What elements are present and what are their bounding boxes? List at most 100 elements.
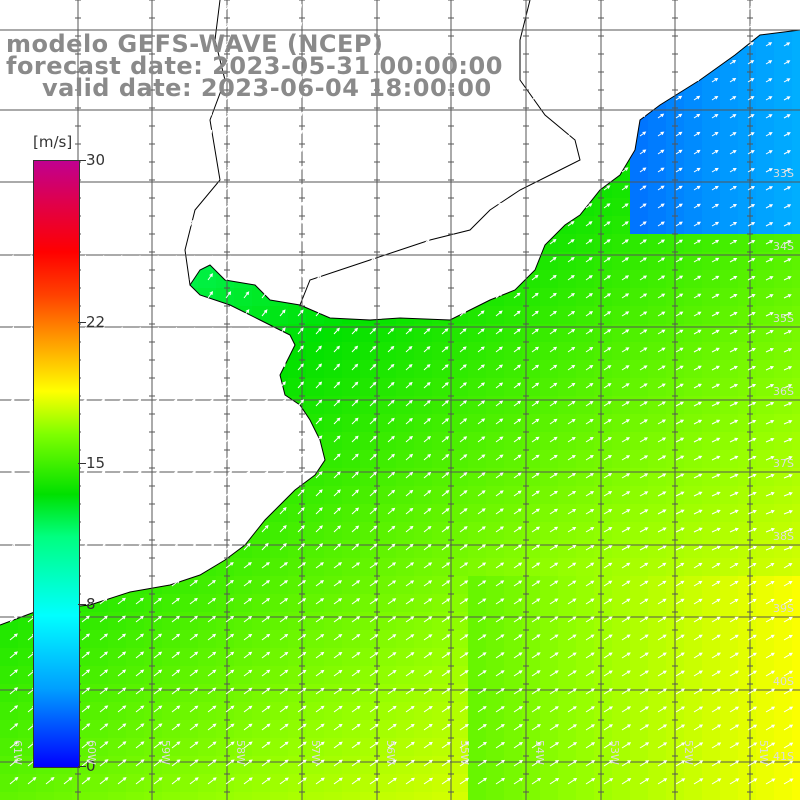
wind-arrow	[387, 345, 395, 353]
wind-arrow	[423, 562, 433, 569]
wind-arrow	[153, 218, 159, 227]
wind-arrow	[405, 112, 412, 119]
wind-arrow	[621, 95, 629, 101]
wind-cell	[576, 486, 594, 504]
wind-arrow	[495, 202, 503, 209]
wind-cell	[792, 72, 800, 90]
wind-arrow	[63, 129, 68, 137]
wind-cell	[558, 432, 576, 450]
wind-arrow	[405, 525, 414, 533]
wind-arrow	[549, 346, 558, 353]
wind-cell	[792, 594, 800, 612]
wind-arrow	[495, 148, 502, 155]
wind-arrow	[657, 329, 666, 335]
wind-cell	[612, 666, 630, 684]
wind-arrow	[405, 688, 415, 695]
wind-cell	[396, 666, 414, 684]
wind-cell	[630, 630, 648, 648]
wind-arrow	[135, 308, 141, 317]
wind-cell	[612, 396, 630, 414]
wind-cell	[612, 468, 630, 486]
wind-arrow	[603, 509, 613, 515]
wind-arrow	[639, 401, 648, 407]
wind-arrow	[63, 57, 68, 65]
wind-cell	[594, 774, 612, 792]
wind-cell	[738, 666, 756, 684]
wind-arrow	[423, 634, 433, 641]
wind-cell	[468, 468, 486, 486]
wind-cell	[162, 774, 180, 792]
wind-arrow	[315, 183, 322, 191]
wind-arrow	[315, 417, 323, 425]
wind-arrow	[99, 362, 105, 371]
wind-arrow	[585, 365, 594, 371]
wind-arrow	[243, 111, 249, 119]
wind-cell	[234, 594, 252, 612]
wind-arrow	[153, 579, 162, 587]
wind-arrow	[549, 526, 559, 533]
wind-arrow	[81, 723, 91, 731]
wind-arrow	[603, 257, 611, 263]
wind-arrow	[315, 40, 321, 47]
wind-arrow	[639, 706, 650, 713]
wind-arrow	[531, 238, 539, 245]
wind-arrow	[9, 93, 14, 101]
wind-arrow	[423, 399, 431, 407]
wind-cell	[378, 504, 396, 522]
wind-cell	[648, 720, 666, 738]
wind-arrow	[567, 400, 576, 407]
wind-arrow	[531, 346, 540, 353]
wind-arrow	[477, 508, 486, 515]
wind-arrow	[279, 741, 289, 749]
wind-arrow	[621, 401, 630, 407]
wind-arrow	[243, 452, 251, 461]
wind-arrow	[243, 219, 249, 227]
wind-arrow	[549, 131, 556, 137]
wind-arrow	[675, 239, 683, 245]
wind-cell	[738, 630, 756, 648]
wind-arrow	[675, 383, 684, 389]
wind-cell	[342, 738, 360, 756]
wind-arrow	[117, 579, 126, 587]
wind-cell	[468, 522, 486, 540]
wind-cell	[720, 450, 738, 468]
wind-arrow	[711, 688, 721, 695]
wind-arrow	[9, 397, 15, 407]
wind-arrow	[333, 489, 341, 497]
wind-cell	[180, 738, 198, 756]
wind-arrow	[333, 183, 340, 191]
wind-cell	[360, 720, 378, 738]
wind-arrow	[135, 633, 145, 641]
wind-arrow	[333, 255, 340, 263]
wind-arrow	[81, 687, 91, 695]
wind-arrow	[441, 418, 450, 425]
wind-cell	[792, 144, 800, 162]
wind-arrow	[315, 723, 325, 731]
wind-arrow	[297, 273, 304, 281]
wind-cell	[630, 432, 648, 450]
wind-cell	[432, 666, 450, 684]
wind-arrow	[603, 545, 613, 551]
wind-arrow	[513, 508, 522, 515]
wind-cell	[630, 216, 648, 234]
wind-arrow	[783, 706, 794, 713]
wind-cell	[522, 540, 540, 558]
wind-cell	[684, 414, 702, 432]
wind-cell	[720, 756, 738, 774]
wind-cell	[486, 414, 504, 432]
wind-arrow	[603, 778, 614, 785]
wind-cell	[432, 558, 450, 576]
wind-cell	[288, 522, 306, 540]
wind-arrow	[747, 365, 757, 371]
wind-cell	[756, 414, 774, 432]
wind-arrow	[405, 705, 415, 713]
wind-cell	[486, 450, 504, 468]
wind-arrow	[693, 562, 703, 569]
wind-arrow	[441, 328, 449, 335]
wind-cell	[468, 540, 486, 558]
wind-arrow	[711, 131, 719, 137]
wind-cell	[252, 594, 270, 612]
wind-cell	[324, 594, 342, 612]
wind-cell	[522, 558, 540, 576]
wind-cell	[504, 432, 522, 450]
